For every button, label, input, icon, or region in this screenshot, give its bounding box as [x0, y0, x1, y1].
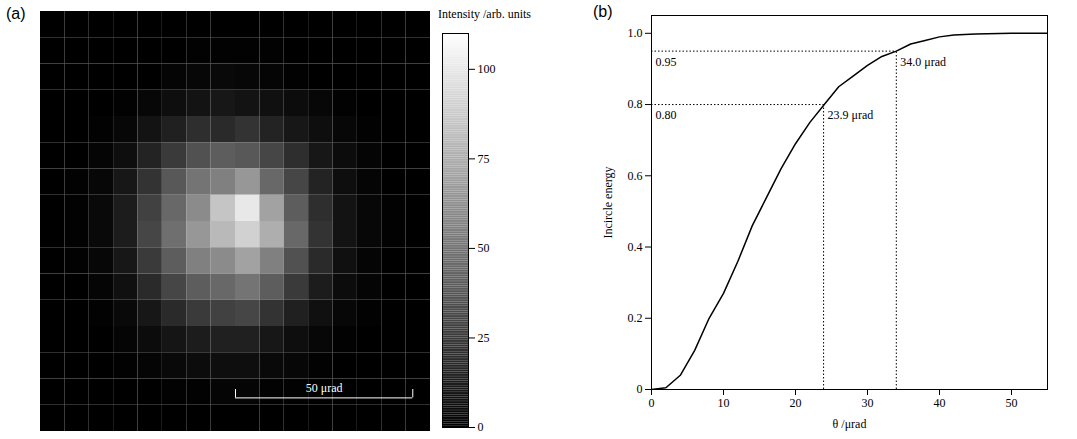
svg-text:0.8: 0.8 — [628, 97, 643, 111]
svg-text:Incircle energy: Incircle energy — [601, 166, 615, 238]
svg-text:34.0 μrad: 34.0 μrad — [900, 55, 946, 69]
html-text:Intensity /arb. units: Intensity /arb. units — [438, 7, 531, 21]
svg-text:100: 100 — [478, 62, 496, 76]
svg-text:0.4: 0.4 — [628, 240, 643, 254]
svg-text:0: 0 — [637, 382, 643, 396]
svg-text:0.6: 0.6 — [628, 169, 643, 183]
svg-text:1.0: 1.0 — [628, 26, 643, 40]
svg-text:0.95: 0.95 — [656, 55, 677, 69]
svg-text:50: 50 — [1006, 396, 1018, 410]
svg-text:0: 0 — [649, 396, 655, 410]
svg-text:30: 30 — [862, 396, 874, 410]
svg-text:0.80: 0.80 — [656, 108, 677, 122]
svg-text:0: 0 — [478, 420, 484, 434]
svg-text:25: 25 — [478, 331, 490, 345]
svg-text:20: 20 — [790, 396, 802, 410]
svg-text:50 μrad: 50 μrad — [306, 381, 343, 395]
html-text:(b): (b) — [593, 3, 613, 20]
svg-text:θ /μrad: θ /μrad — [833, 417, 867, 431]
svg-text:0.2: 0.2 — [628, 311, 643, 325]
svg-text:40: 40 — [934, 396, 946, 410]
svg-text:50: 50 — [478, 241, 490, 255]
svg-text:10: 10 — [718, 396, 730, 410]
svg-text:23.9 μrad: 23.9 μrad — [828, 108, 874, 122]
svg-text:75: 75 — [478, 152, 490, 166]
html-text:(a): (a) — [6, 5, 26, 22]
